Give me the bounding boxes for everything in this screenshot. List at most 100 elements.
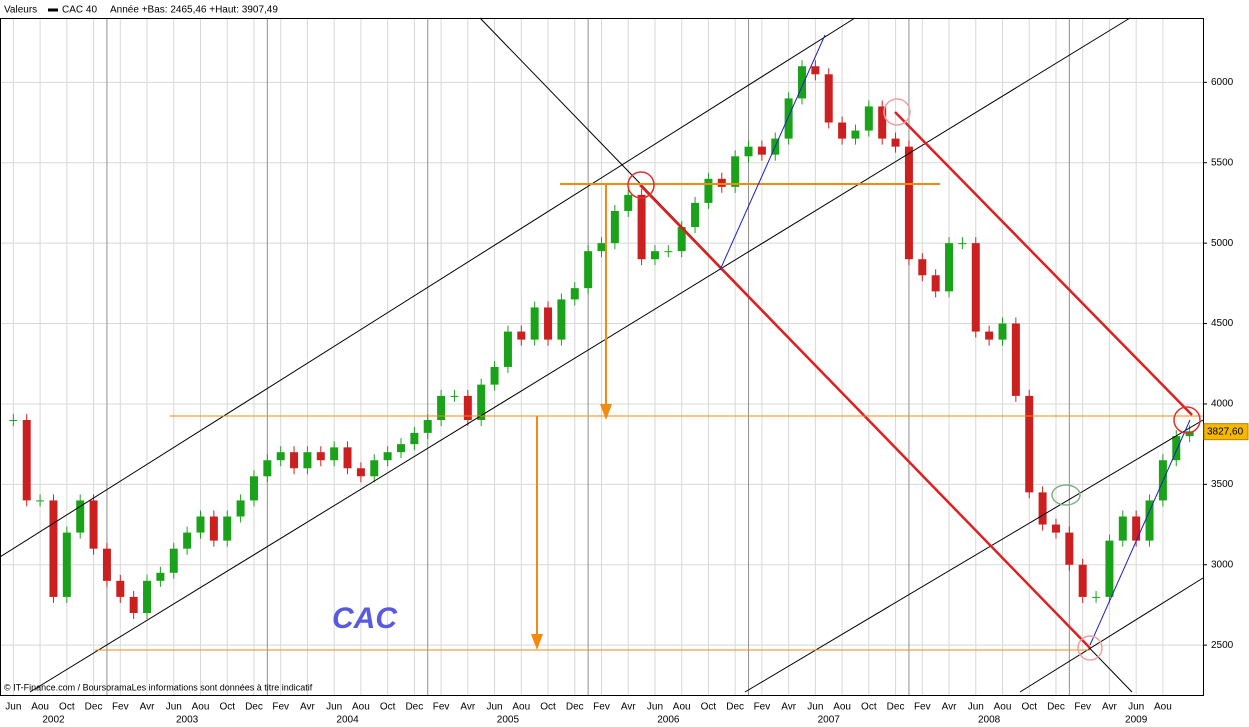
candle [370, 460, 379, 477]
candle [544, 307, 553, 340]
x-tick-label: Aou [31, 702, 49, 713]
x-tick-label: Oct [861, 702, 877, 713]
x-tick-label: Oct [1021, 702, 1037, 713]
candle [196, 516, 205, 533]
candle [904, 146, 913, 260]
x-tick-label: Fev [112, 702, 129, 713]
candle [731, 156, 740, 187]
candle [744, 146, 753, 157]
x-tick-label: Jun [166, 702, 182, 713]
candle [664, 251, 673, 253]
candle [517, 331, 526, 340]
candle [1092, 596, 1101, 598]
candle [62, 532, 71, 597]
candle [209, 516, 218, 541]
candle [343, 447, 352, 469]
candle [891, 138, 900, 147]
x-tick-label: Aou [673, 702, 691, 713]
candle [838, 122, 847, 139]
candle [1185, 431, 1194, 437]
candle [423, 420, 432, 433]
candle [784, 98, 793, 139]
candle [811, 66, 820, 75]
candle [530, 307, 539, 340]
candle [490, 366, 499, 385]
candle [143, 580, 152, 613]
x-tick-label: Jun [487, 702, 503, 713]
candle [36, 500, 45, 502]
x-tick-label: Aou [833, 702, 851, 713]
y-tick-label: 3000 [1211, 559, 1234, 570]
candle [169, 548, 178, 573]
candle [437, 395, 446, 421]
candle [1145, 500, 1154, 541]
candle [1118, 516, 1127, 541]
year-label: 2006 [657, 715, 680, 726]
candle [116, 580, 125, 597]
candle [330, 447, 339, 461]
candle [824, 74, 833, 123]
x-tick-label: Dec [566, 702, 584, 713]
candle [1132, 516, 1141, 541]
candle [263, 460, 272, 477]
header-label: Valeurs [4, 5, 37, 16]
x-tick-label: Aou [352, 702, 370, 713]
candle [851, 130, 860, 139]
candle [985, 331, 994, 340]
x-tick-label: Aou [1154, 702, 1172, 713]
candle [76, 500, 85, 533]
x-tick-label: Aou [192, 702, 210, 713]
last-price-box [1203, 423, 1249, 441]
candle [1078, 564, 1087, 597]
x-tick-label: Dec [887, 702, 905, 713]
candle [303, 452, 312, 469]
candle [918, 259, 927, 276]
candle [677, 227, 686, 252]
x-tick-label: Aou [512, 702, 530, 713]
year-label: 2007 [818, 715, 841, 726]
candle [1025, 395, 1034, 493]
x-tick-label: Oct [59, 702, 75, 713]
candle [183, 532, 192, 549]
candle [356, 468, 365, 477]
candle [878, 106, 887, 139]
y-tick-label: 4500 [1211, 318, 1234, 329]
x-tick-label: Fev [593, 702, 610, 713]
candle [503, 331, 512, 367]
candle [236, 500, 245, 517]
footer: © IT-Finance.com / BoursoramaLes informa… [4, 682, 313, 692]
y-tick-label: 5500 [1211, 157, 1234, 168]
year-label: 2003 [176, 715, 199, 726]
candle [584, 251, 593, 289]
x-tick-label: Fev [433, 702, 450, 713]
x-tick-label: Jun [326, 702, 342, 713]
x-tick-label: Fev [754, 702, 771, 713]
x-tick-label: Jun [968, 702, 984, 713]
year-label: 2009 [1125, 715, 1148, 726]
candle [450, 395, 459, 397]
candle [1011, 323, 1020, 396]
candle [316, 452, 325, 461]
candle [383, 452, 392, 461]
candle [477, 384, 486, 421]
candle [637, 194, 646, 260]
x-tick-label: Dec [726, 702, 744, 713]
candle [757, 146, 766, 155]
year-label: 2008 [978, 715, 1001, 726]
y-tick-label: 2500 [1211, 640, 1234, 651]
candle [958, 243, 967, 245]
x-tick-label: Dec [245, 702, 263, 713]
candle [704, 178, 713, 203]
candle [998, 323, 1007, 340]
year-label: 2002 [42, 715, 65, 726]
candle [1051, 524, 1060, 533]
candle [971, 243, 980, 332]
candle [1172, 436, 1181, 461]
candle [397, 444, 405, 453]
x-tick-label: Fev [914, 702, 931, 713]
x-tick-label: Avr [1102, 702, 1117, 713]
candle [9, 420, 18, 422]
year-label: 2004 [336, 715, 359, 726]
